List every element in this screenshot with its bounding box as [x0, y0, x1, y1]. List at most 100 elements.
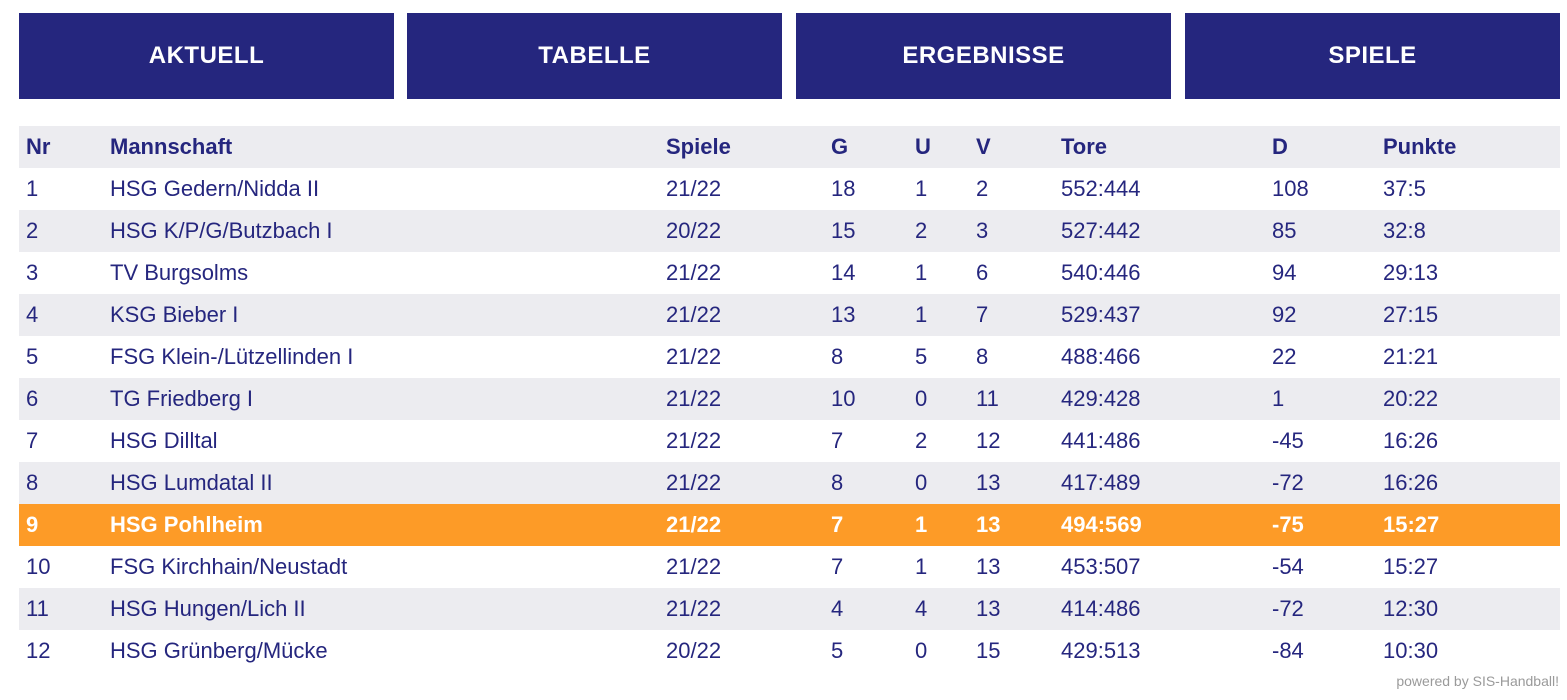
cell-u: 1	[915, 176, 928, 201]
cell-tore: 488:466	[1061, 344, 1141, 369]
cell-nr: 8	[26, 470, 39, 495]
cell-g: 7	[831, 428, 844, 453]
cell-punkte: 10:30	[1383, 638, 1439, 663]
header-u: U	[915, 134, 931, 159]
cell-v: 13	[976, 596, 1001, 621]
cell-tore: 429:428	[1061, 386, 1141, 411]
cell-d: -72	[1272, 596, 1304, 621]
cell-nr: 4	[26, 302, 39, 327]
table-row: 11 HSG Hungen/Lich II 21/22 4 4 13 414:4…	[19, 588, 1560, 630]
cell-team: HSG Gedern/Nidda II	[110, 176, 320, 201]
cell-team: HSG Pohlheim	[110, 512, 263, 537]
cell-nr: 7	[26, 428, 39, 453]
cell-nr: 1	[26, 176, 39, 201]
cell-team: FSG Klein-/Lützellinden I	[110, 344, 354, 369]
cell-spiele: 21/22	[666, 596, 722, 621]
cell-u: 1	[915, 512, 928, 537]
cell-team: FSG Kirchhain/Neustadt	[110, 554, 348, 579]
cell-spiele: 21/22	[666, 302, 722, 327]
cell-d: 108	[1272, 176, 1309, 201]
cell-d: -75	[1272, 512, 1304, 537]
cell-v: 3	[976, 218, 989, 243]
cell-punkte: 29:13	[1383, 260, 1439, 285]
nav-button-aktuell[interactable]: AKTUELL	[19, 13, 394, 99]
cell-v: 12	[976, 428, 1001, 453]
nav-button-tabelle[interactable]: TABELLE	[407, 13, 782, 99]
cell-nr: 2	[26, 218, 39, 243]
cell-v: 13	[976, 470, 1001, 495]
cell-punkte: 27:15	[1383, 302, 1439, 327]
header-v: V	[976, 134, 991, 159]
cell-u: 1	[915, 302, 928, 327]
table-row: 5 FSG Klein-/Lützellinden I 21/22 8 5 8 …	[19, 336, 1560, 378]
cell-g: 7	[831, 512, 844, 537]
cell-u: 2	[915, 428, 928, 453]
cell-team: TV Burgsolms	[110, 260, 249, 285]
cell-d: -45	[1272, 428, 1304, 453]
cell-tore: 429:513	[1061, 638, 1141, 663]
cell-nr: 5	[26, 344, 39, 369]
cell-punkte: 16:26	[1383, 470, 1439, 495]
cell-u: 1	[915, 554, 928, 579]
cell-team: HSG K/P/G/Butzbach I	[110, 218, 333, 243]
header-d: D	[1272, 134, 1288, 159]
cell-tore: 552:444	[1061, 176, 1141, 201]
cell-punkte: 16:26	[1383, 428, 1439, 453]
nav-button-spiele[interactable]: SPIELE	[1185, 13, 1560, 99]
cell-u: 0	[915, 386, 928, 411]
header-team: Mannschaft	[110, 134, 233, 159]
cell-v: 2	[976, 176, 989, 201]
cell-tore: 453:507	[1061, 554, 1141, 579]
table-row: 8 HSG Lumdatal II 21/22 8 0 13 417:489 -…	[19, 462, 1560, 504]
cell-punkte: 15:27	[1383, 554, 1439, 579]
cell-spiele: 21/22	[666, 344, 722, 369]
cell-d: -84	[1272, 638, 1304, 663]
cell-v: 15	[976, 638, 1001, 663]
cell-nr: 3	[26, 260, 39, 285]
table-row: 4 KSG Bieber I 21/22 13 1 7 529:437 92 2…	[19, 294, 1560, 336]
cell-u: 4	[915, 596, 928, 621]
cell-spiele: 21/22	[666, 554, 722, 579]
table-row: 6 TG Friedberg I 21/22 10 0 11 429:428 1…	[19, 378, 1560, 420]
cell-punkte: 37:5	[1383, 176, 1426, 201]
cell-nr: 12	[26, 638, 51, 663]
cell-v: 8	[976, 344, 989, 369]
top-navigation: AKTUELL TABELLE ERGEBNISSE SPIELE	[19, 13, 1560, 99]
cell-nr: 10	[26, 554, 51, 579]
cell-punkte: 21:21	[1383, 344, 1439, 369]
cell-team: HSG Hungen/Lich II	[110, 596, 306, 621]
cell-d: -72	[1272, 470, 1304, 495]
cell-d: 1	[1272, 386, 1285, 411]
cell-spiele: 20/22	[666, 638, 722, 663]
header-punkte: Punkte	[1383, 134, 1457, 159]
cell-punkte: 15:27	[1383, 512, 1440, 537]
cell-team: TG Friedberg I	[110, 386, 254, 411]
cell-v: 11	[976, 386, 999, 411]
cell-spiele: 21/22	[666, 386, 722, 411]
cell-v: 7	[976, 302, 989, 327]
cell-tore: 441:486	[1061, 428, 1141, 453]
cell-spiele: 21/22	[666, 176, 722, 201]
table-row: 10 FSG Kirchhain/Neustadt 21/22 7 1 13 4…	[19, 546, 1560, 588]
table-row: 3 TV Burgsolms 21/22 14 1 6 540:446 94 2…	[19, 252, 1560, 294]
cell-spiele: 21/22	[666, 260, 722, 285]
cell-g: 10	[831, 386, 856, 411]
nav-button-ergebnisse[interactable]: ERGEBNISSE	[796, 13, 1171, 99]
cell-punkte: 20:22	[1383, 386, 1439, 411]
cell-g: 15	[831, 218, 856, 243]
cell-nr: 6	[26, 386, 39, 411]
cell-tore: 527:442	[1061, 218, 1141, 243]
cell-team: HSG Grünberg/Mücke	[110, 638, 328, 663]
cell-tore: 529:437	[1061, 302, 1141, 327]
cell-tore: 494:569	[1061, 512, 1142, 537]
cell-u: 1	[915, 260, 928, 285]
cell-d: 94	[1272, 260, 1297, 285]
table-row-highlighted: 9 HSG Pohlheim 21/22 7 1 13 494:569 -75 …	[19, 504, 1560, 546]
table-header-row: Nr Mannschaft Spiele G U V Tore D Punkte	[19, 126, 1560, 168]
powered-by-credit[interactable]: powered by SIS-Handball!	[1396, 673, 1559, 689]
cell-d: 92	[1272, 302, 1297, 327]
cell-u: 2	[915, 218, 928, 243]
table-row: 12 HSG Grünberg/Mücke 20/22 5 0 15 429:5…	[19, 630, 1560, 672]
cell-d: 85	[1272, 218, 1297, 243]
cell-spiele: 21/22	[666, 512, 722, 537]
